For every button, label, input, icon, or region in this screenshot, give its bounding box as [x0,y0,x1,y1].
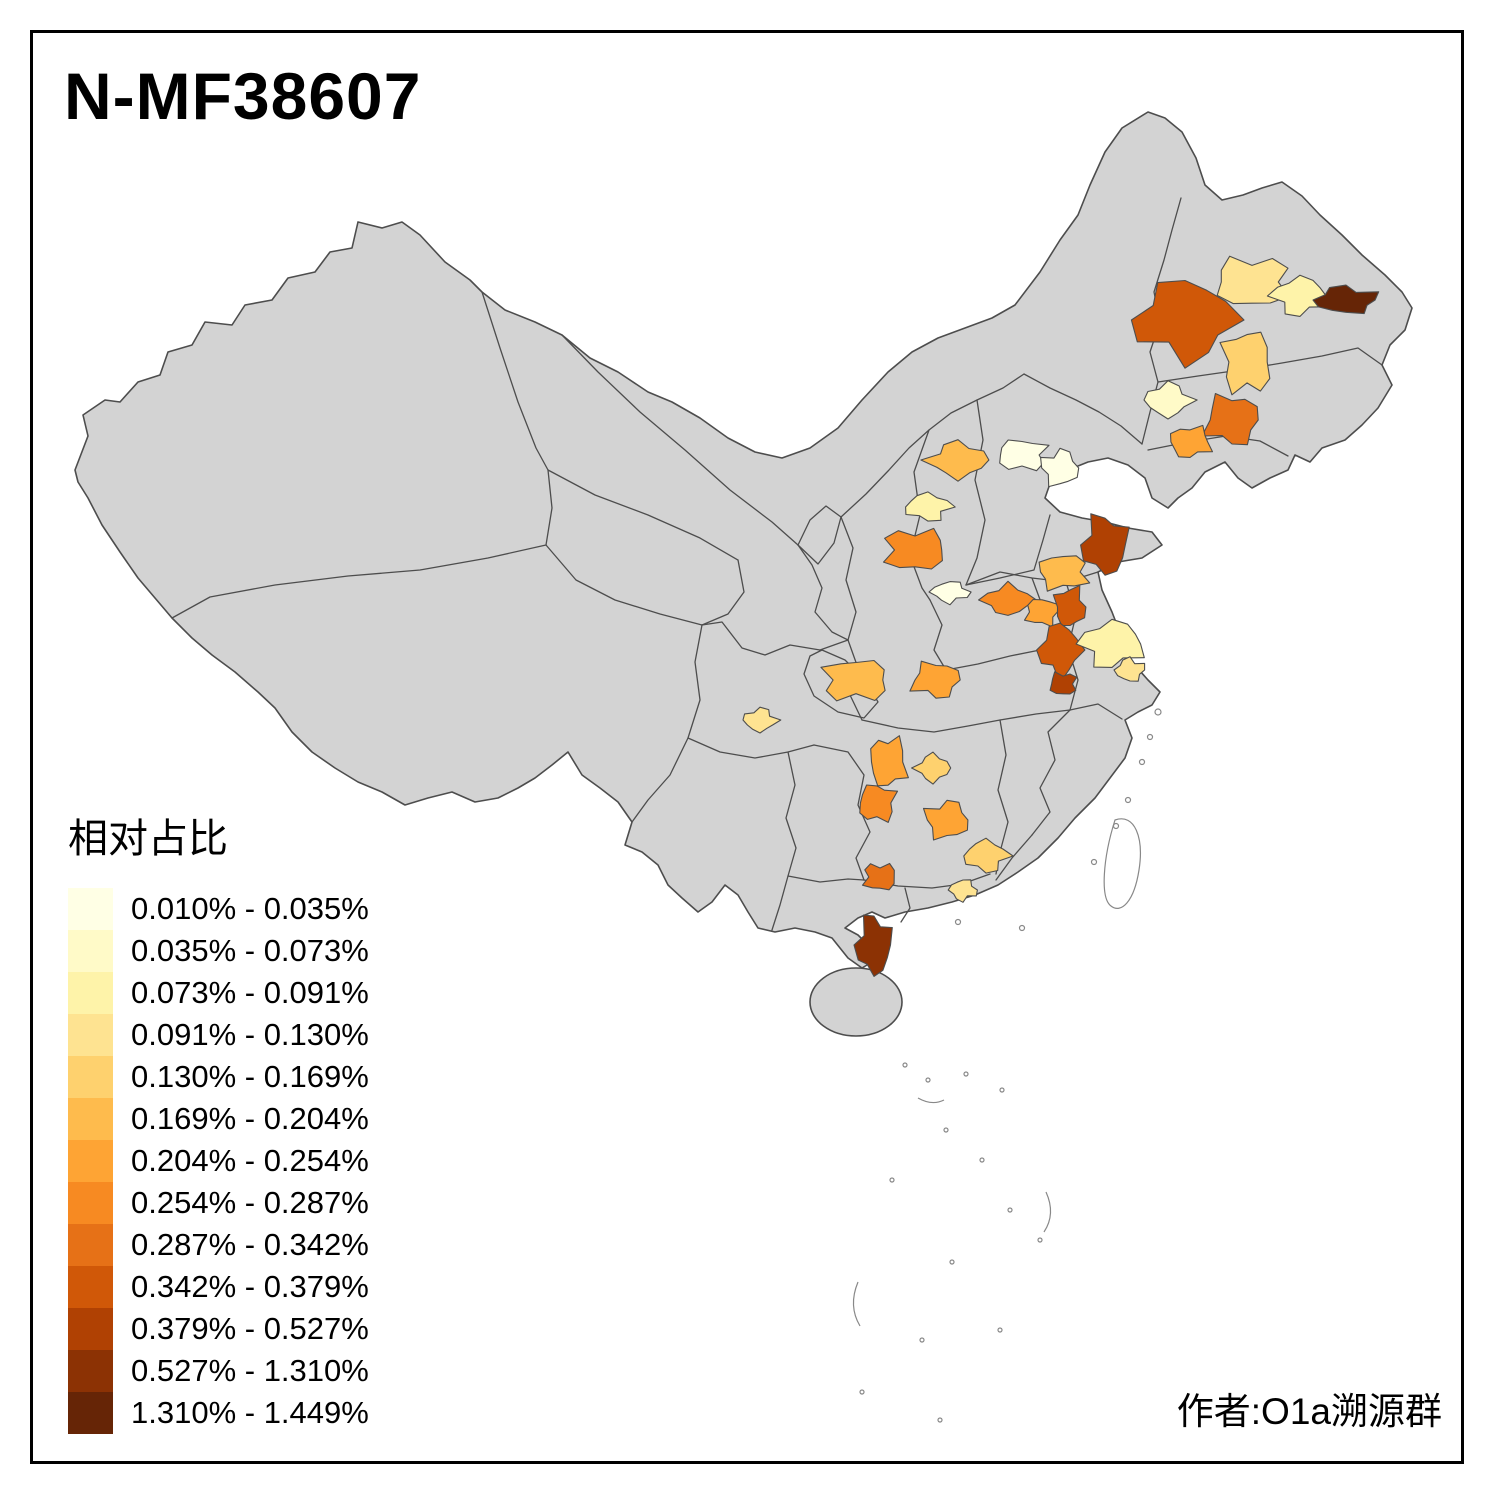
legend-row: 0.527% - 1.310% [68,1350,369,1392]
region-28 [911,751,952,785]
region-05 [1219,331,1271,396]
page-title: N-MF38607 [64,59,422,133]
legend-row: 0.254% - 0.287% [68,1182,369,1224]
legend-label: 1.310% - 1.449% [131,1395,369,1430]
legend-row: 0.169% - 0.204% [68,1098,369,1140]
region-14 [928,581,972,606]
region-26 [909,660,961,699]
region-34 [853,914,893,977]
legend-row: 0.130% - 0.169% [68,1056,369,1098]
legend-swatch [68,1140,113,1182]
region-27 [870,735,909,787]
region-13 [882,527,943,570]
legend-swatch [68,1308,113,1350]
colored-regions [742,255,1380,977]
legend-row: 1.310% - 1.449% [68,1392,369,1434]
legend-swatch [68,972,113,1014]
hainan-island [809,967,903,1037]
legend-row: 0.342% - 0.379% [68,1266,369,1308]
region-11 [1040,447,1080,488]
region-33 [947,879,978,903]
legend-row: 0.287% - 0.342% [68,1224,369,1266]
region-29 [859,784,899,823]
legend-label: 0.091% - 0.130% [131,1017,369,1052]
region-10 [999,439,1050,472]
legend-label: 0.379% - 0.527% [131,1311,369,1346]
legend-swatch [68,1392,113,1434]
legend-label: 0.169% - 0.204% [131,1101,369,1136]
region-22 [1075,618,1145,668]
legend-swatch [68,1266,113,1308]
legend-rows: 0.010% - 0.035% 0.035% - 0.073% 0.073% - 0… [68,888,369,1434]
mainland-shape [74,111,1413,969]
legend-swatch [68,1056,113,1098]
legend-swatch [68,1182,113,1224]
region-12 [905,491,956,522]
region-15 [1080,513,1130,576]
region-06 [1143,380,1198,420]
region-16 [1038,555,1091,592]
legend-swatch [68,1224,113,1266]
legend-label: 0.035% - 0.073% [131,933,369,968]
region-25 [742,706,782,734]
region-04 [1312,284,1380,315]
region-20 [1036,622,1086,684]
region-01 [1130,279,1245,369]
legend-label: 0.204% - 0.254% [131,1143,369,1178]
legend-row: 0.379% - 0.527% [68,1308,369,1350]
region-30 [922,799,969,841]
legend-swatch [68,930,113,972]
legend-swatch [68,888,113,930]
region-09 [920,439,990,482]
region-23 [1113,656,1146,682]
attribution: 作者:O1a溯源群 [1176,1391,1442,1432]
region-24 [820,659,886,702]
legend-label: 0.073% - 0.091% [131,975,369,1010]
offshore-islands [852,708,1162,1423]
taiwan-island [1103,818,1141,909]
region-31 [963,837,1014,874]
region-02 [1216,255,1290,305]
legend-row: 0.073% - 0.091% [68,972,369,1014]
region-19 [1052,584,1087,627]
region-21 [1049,671,1078,695]
legend-row: 0.010% - 0.035% [68,888,369,930]
legend-label: 0.254% - 0.287% [131,1185,369,1220]
legend-label: 0.010% - 0.035% [131,891,369,926]
legend-label: 0.342% - 0.379% [131,1269,369,1304]
legend-row: 0.204% - 0.254% [68,1140,369,1182]
legend-label: 0.527% - 1.310% [131,1353,369,1388]
china-outline [74,111,1413,1037]
legend-label: 0.287% - 0.342% [131,1227,369,1262]
legend-title: 相对占比 [68,817,228,861]
region-07 [1201,392,1259,446]
region-32 [861,862,895,891]
legend-swatch [68,1098,113,1140]
legend-swatch [68,1014,113,1056]
legend: 相对占比 0.010% - 0.035% 0.035% - 0.073% 0.073… [68,806,369,1434]
legend-label: 0.130% - 0.169% [131,1059,369,1094]
region-17 [978,580,1037,616]
legend-row: 0.035% - 0.073% [68,930,369,972]
region-08 [1169,424,1214,458]
legend-swatch [68,1350,113,1392]
legend-row: 0.091% - 0.130% [68,1014,369,1056]
region-03 [1266,274,1328,317]
